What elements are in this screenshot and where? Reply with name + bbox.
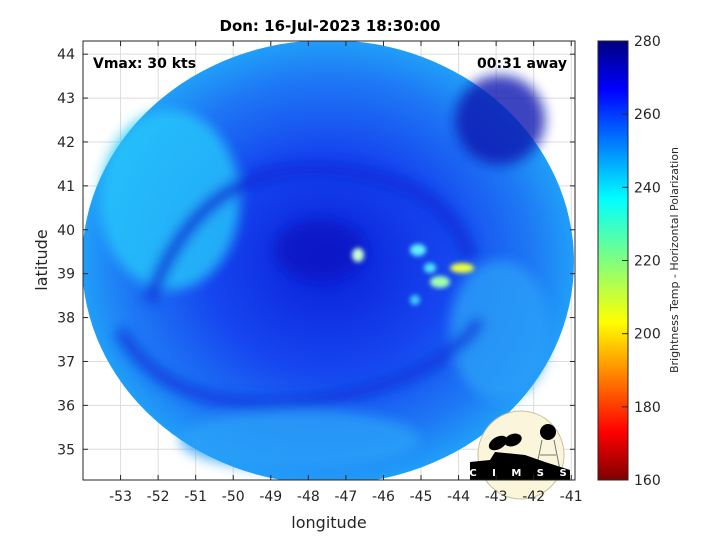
y-tick-label: 42 xyxy=(57,135,75,151)
y-tick-label: 41 xyxy=(57,179,75,195)
brightness-temp-image xyxy=(83,41,574,480)
x-tick-label: -42 xyxy=(522,489,545,505)
colorbar-tick-label: 180 xyxy=(634,400,661,416)
x-axis-label: longitude xyxy=(291,513,366,532)
colorbar-tick-label: 240 xyxy=(634,180,661,196)
cimss-logo: C I M S S xyxy=(469,410,572,500)
x-tick-label: -53 xyxy=(109,489,132,505)
logo-text: C I M S S xyxy=(469,468,572,479)
colorbar-tick-label: 220 xyxy=(634,254,661,270)
x-tick-label: -44 xyxy=(447,489,470,505)
plot-title: Don: 16-Jul-2023 18:30:00 xyxy=(220,17,441,35)
y-tick-label: 39 xyxy=(57,267,75,283)
x-tick-label: -48 xyxy=(297,489,320,505)
colorbar-tick-label: 200 xyxy=(634,327,661,343)
y-tick-label: 40 xyxy=(57,223,75,239)
x-tick-label: -50 xyxy=(222,489,245,505)
x-tick-label: -41 xyxy=(560,489,583,505)
x-tick-label: -46 xyxy=(372,489,395,505)
y-tick-label: 35 xyxy=(57,442,75,458)
x-tick-label: -45 xyxy=(410,489,433,505)
x-tick-label: -43 xyxy=(485,489,508,505)
colorbar-tick-label: 260 xyxy=(634,107,661,123)
x-tick-label: -52 xyxy=(147,489,170,505)
colorbar-tick-label: 160 xyxy=(634,473,661,489)
x-tick-label: -49 xyxy=(259,489,282,505)
y-tick-label: 43 xyxy=(57,91,75,107)
y-axis-label: latitude xyxy=(32,229,51,290)
colorbar-ticks: 160 180 200 220 240 260 280 xyxy=(622,34,661,489)
y-tick-label: 44 xyxy=(57,47,75,63)
plot-axes xyxy=(82,40,576,481)
x-tick-label: -47 xyxy=(334,489,357,505)
y-tick-label: 38 xyxy=(57,311,75,327)
time-offset-label: 00:31 away xyxy=(477,56,567,72)
y-tick-label: 37 xyxy=(57,354,75,370)
colorbar-label: Brightness Temp - Horizontal Polarizatio… xyxy=(668,147,681,373)
x-tick-label: -51 xyxy=(184,489,207,505)
y-tick-label: 36 xyxy=(57,398,75,414)
colorbar-tick-label: 280 xyxy=(634,34,661,50)
axis-ticks: -53 -52 -51 -50 -49 -48 -47 -46 -45 -44 -43 -42 -41 3… xyxy=(57,41,583,505)
vmax-label: Vmax: 30 kts xyxy=(93,56,196,72)
